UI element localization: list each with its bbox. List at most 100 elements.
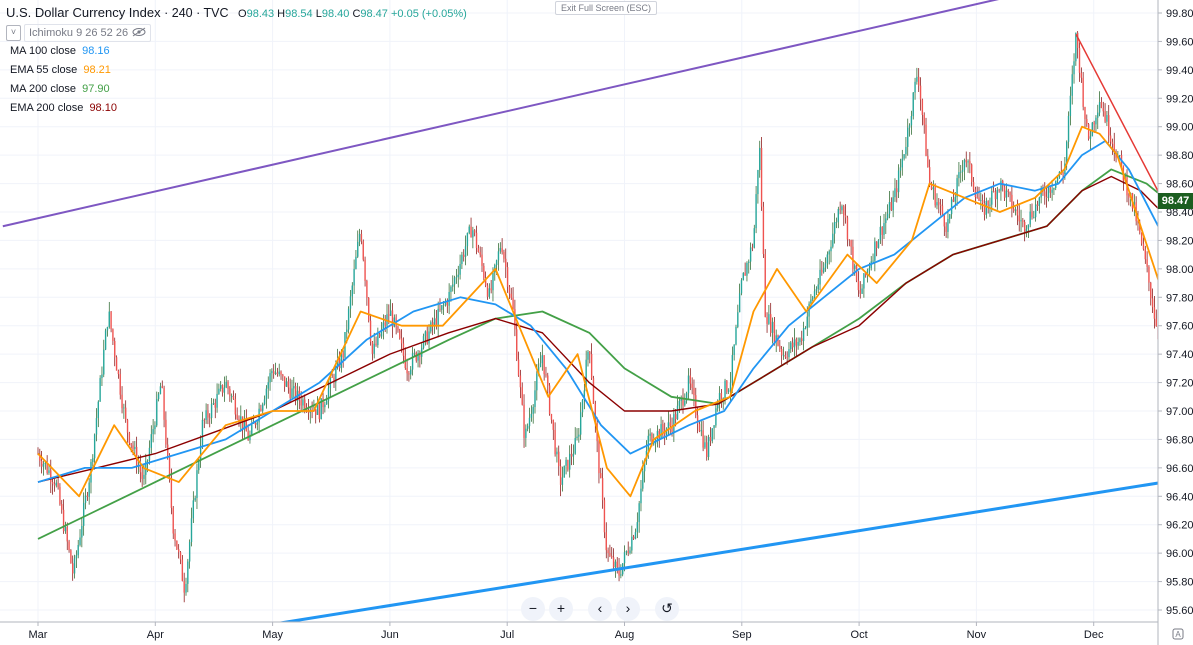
candle-body [446,301,448,306]
candle-body [554,429,556,455]
candle-body [742,272,745,281]
candle-body [143,474,145,479]
candle-body [674,414,677,420]
price-tick-label: 98.60 [1166,179,1193,191]
collapse-legend-button[interactable]: ˅ [6,25,21,41]
ema55-legend[interactable]: EMA 55 close 98.21 [10,64,111,76]
candle-body [735,326,737,345]
candle-body [912,92,914,117]
zoom-out-button[interactable]: − [521,597,545,621]
ma200-legend[interactable]: MA 200 close 97.90 [10,83,110,95]
candle-body [1098,102,1101,113]
candle-body [545,374,547,376]
candle-body [457,274,459,277]
candle-body [960,171,962,173]
candle-body [291,388,293,398]
candle-body [938,202,940,205]
candle-body [79,537,81,545]
candle-body [673,414,675,432]
candle-body [66,527,68,542]
candle-body [572,453,575,457]
candle-body [559,466,562,485]
candle-body [598,441,600,474]
last-price-tag: 98.47 [1158,193,1193,209]
candle-body [850,240,852,247]
candle-body [1144,249,1146,260]
candle-body [269,373,271,383]
candle-body [316,403,319,415]
candle-body [123,407,125,409]
candle-body [139,465,142,473]
candle-body [391,310,394,327]
candle-body [519,375,522,388]
price-tick-label: 96.40 [1166,491,1193,503]
candle-body [282,374,284,377]
candle-body [400,338,403,344]
candle-body [1036,204,1039,206]
zoom-in-button[interactable]: + [549,597,573,621]
hide-eye-icon[interactable] [132,27,146,40]
time-tick-label: Jun [381,629,399,641]
candle-body [397,326,399,331]
candle-body [1155,318,1157,327]
candle-body [86,495,89,497]
candle-body [839,208,841,211]
price-tick-label: 98.20 [1166,235,1193,247]
candle-body [267,382,269,389]
candle-body [976,197,978,198]
candle-body [62,509,65,532]
candle-body [51,481,54,484]
candle-body [64,527,67,532]
ichimoku-legend[interactable]: Ichimoku 9 26 52 26 [24,24,152,42]
candle-body [322,398,324,408]
candle-body [583,390,586,400]
reset-chart-button[interactable]: ↺ [655,597,679,621]
candle-body [592,378,595,404]
candle-body [280,371,282,375]
candle-body [304,399,306,410]
candle-body [1140,232,1143,244]
candle-body [73,558,76,574]
candle-body [188,542,191,562]
candle-body [844,215,847,218]
scroll-forward-button[interactable]: › [616,597,640,621]
candle-body [115,357,118,371]
candle-body [638,503,640,523]
candle-body [614,561,617,568]
candle-body [1053,187,1055,190]
axis-settings-icon[interactable]: A [1172,628,1184,643]
candle-body [1047,187,1050,198]
candle-body [442,304,445,306]
candle-body [477,248,480,253]
candle-body [894,188,896,198]
ema200-legend[interactable]: EMA 200 close 98.10 [10,102,117,114]
candle-body [771,321,774,333]
candle-body [97,401,99,419]
exit-fullscreen-button[interactable]: Exit Full Screen (ESC) [555,1,658,15]
candle-body [751,247,754,249]
candle-body [717,404,719,409]
candle-body [1029,211,1031,225]
time-tick-label: Mar [29,629,48,641]
scroll-back-button[interactable]: ‹ [588,597,612,621]
symbol-name[interactable]: U.S. Dollar Currency Index [6,5,161,20]
candle-body [92,458,94,462]
interval[interactable]: 240 [171,6,193,20]
ma100-legend[interactable]: MA 100 close 98.16 [10,45,110,57]
candle-body [852,246,854,269]
reset-toolbar: ↺ [655,597,679,621]
candle-body [565,459,567,466]
close-label: C [352,8,361,20]
candle-body [360,233,363,242]
candle-body [780,348,783,356]
candle-body [994,191,997,200]
candle-body [167,444,169,456]
candle-body [833,222,836,234]
candle-body [770,314,772,333]
candle-body [578,434,580,437]
candle-body [177,549,180,553]
candle-body [503,251,505,259]
candle-body [1000,180,1002,191]
candle-body [649,433,651,436]
